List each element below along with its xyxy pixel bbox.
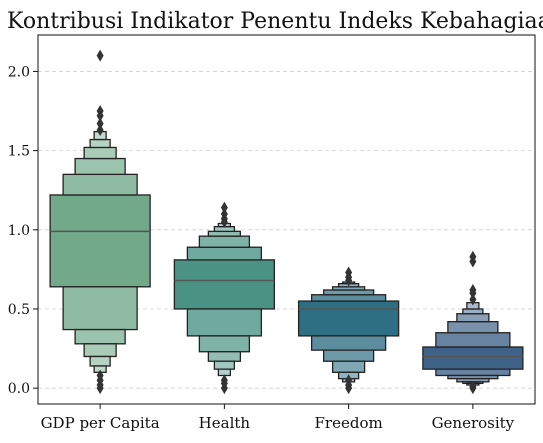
boxen-box-level: [297, 300, 400, 337]
y-tick-label: 1.0: [8, 223, 30, 239]
boxen-box-level: [198, 335, 251, 353]
boxen-box-level: [198, 235, 251, 248]
outlier-point: [96, 105, 104, 118]
y-tick-label: 0.0: [8, 381, 30, 397]
boxen-box-level: [49, 194, 151, 288]
axes-frame: [37, 34, 536, 405]
boxen-group: [422, 250, 524, 395]
boxen-box-level: [89, 355, 111, 367]
boxen-box-level: [435, 332, 511, 348]
outlier-point: [96, 49, 104, 62]
boxen-box-level: [186, 246, 263, 261]
y-axis-ticks: 0.0 0.5 1.0 1.5 2.0: [8, 64, 38, 397]
boxen-box-level: [213, 360, 236, 370]
grid-lines: [38, 71, 535, 389]
boxen-box-level: [89, 138, 111, 149]
boxen-box-level: [322, 289, 375, 296]
y-tick-label: 0.5: [8, 302, 30, 318]
outlier-point: [96, 369, 104, 382]
boxen-box-level: [74, 157, 126, 176]
outlier-point: [469, 283, 477, 296]
outlier-point: [96, 117, 104, 130]
outlier-point: [469, 293, 477, 306]
boxen-box-level: [462, 308, 484, 315]
boxen-box-level: [331, 360, 366, 373]
boxen-box-level: [310, 294, 387, 302]
boxen-box-level: [435, 368, 511, 377]
boxen-group: [49, 49, 151, 395]
y-tick-label: 1.5: [8, 144, 30, 160]
y-tick-label: 2.0: [8, 64, 30, 80]
boxen-group: [297, 266, 400, 395]
boxen-box-level: [62, 286, 138, 331]
outlier-point: [220, 201, 228, 214]
boxen-box-level: [456, 313, 490, 323]
chart-title: Kontribusi Indikator Penentu Indeks Keba…: [7, 9, 543, 34]
outlier-point: [220, 374, 228, 387]
outlier-point: [469, 380, 477, 393]
x-tick-label: Health: [199, 414, 251, 432]
boxen-group: [173, 201, 276, 395]
boxen-box-level: [62, 173, 138, 196]
boxen-box-level: [207, 351, 242, 362]
boxen-box-level: [422, 346, 524, 370]
boxen-box-level: [447, 320, 499, 334]
outlier-point: [345, 374, 353, 387]
boxen-box-level: [207, 230, 242, 237]
boxen-box-level: [322, 349, 375, 362]
x-tick-label: GDP per Capita: [41, 414, 160, 432]
outlier-point: [345, 266, 353, 279]
outlier-point: [220, 207, 228, 220]
boxen-box-level: [74, 328, 126, 345]
boxen-box-level: [310, 335, 387, 351]
x-tick-label: Freedom: [315, 414, 383, 432]
boxen-box-level: [83, 343, 117, 358]
boxen-box-level: [186, 308, 263, 337]
outlier-point: [469, 250, 477, 263]
x-axis-ticks: GDP per Capita Health Freedom Generosity: [41, 404, 515, 432]
boxen-box-level: [83, 146, 117, 160]
boxen-box-level: [173, 259, 276, 310]
outlier-point: [96, 124, 104, 137]
x-tick-label: Generosity: [432, 414, 515, 432]
boxen-plots: [49, 49, 524, 395]
